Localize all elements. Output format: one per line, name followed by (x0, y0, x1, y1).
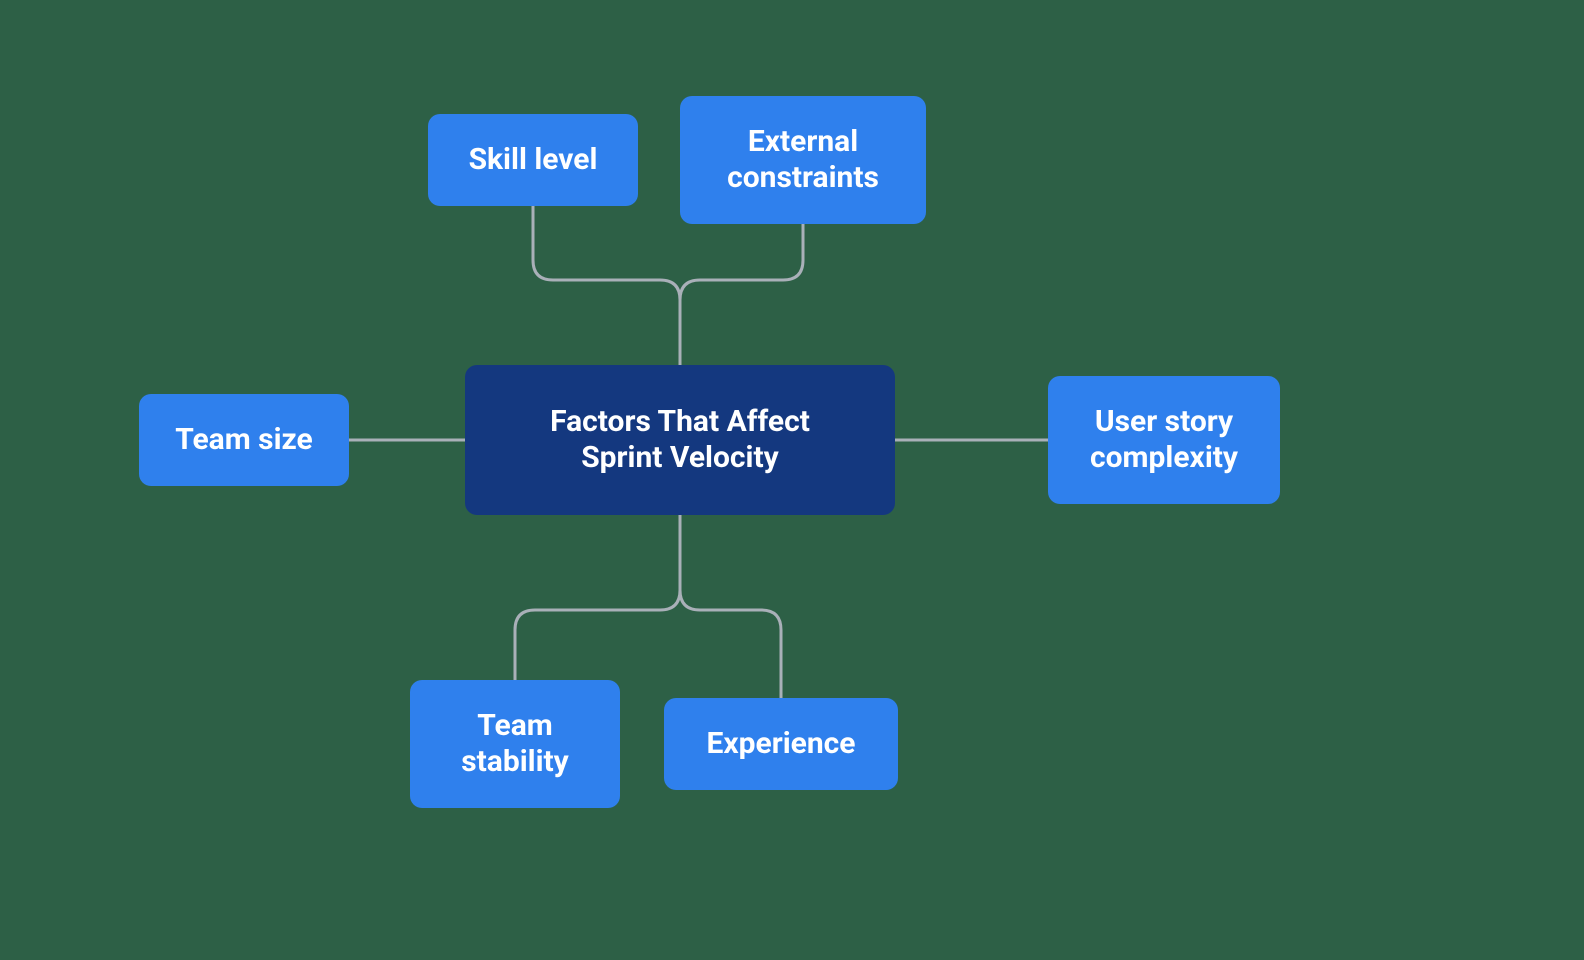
factor-node-skill-level: Skill level (428, 114, 638, 206)
connector-skill-level (533, 206, 680, 365)
connector-team-stability (515, 515, 680, 680)
center-node: Factors That Affect Sprint Velocity (465, 365, 895, 515)
factor-node-experience: Experience (664, 698, 898, 790)
connector-external (680, 224, 803, 365)
factor-node-team-size: Team size (139, 394, 349, 486)
factor-node-team-stability: Team stability (410, 680, 620, 808)
diagram-canvas: Factors That Affect Sprint Velocity Team… (0, 0, 1584, 960)
connector-experience (680, 515, 781, 698)
factor-node-external-constraints: External constraints (680, 96, 926, 224)
factor-node-user-story-complexity: User story complexity (1048, 376, 1280, 504)
